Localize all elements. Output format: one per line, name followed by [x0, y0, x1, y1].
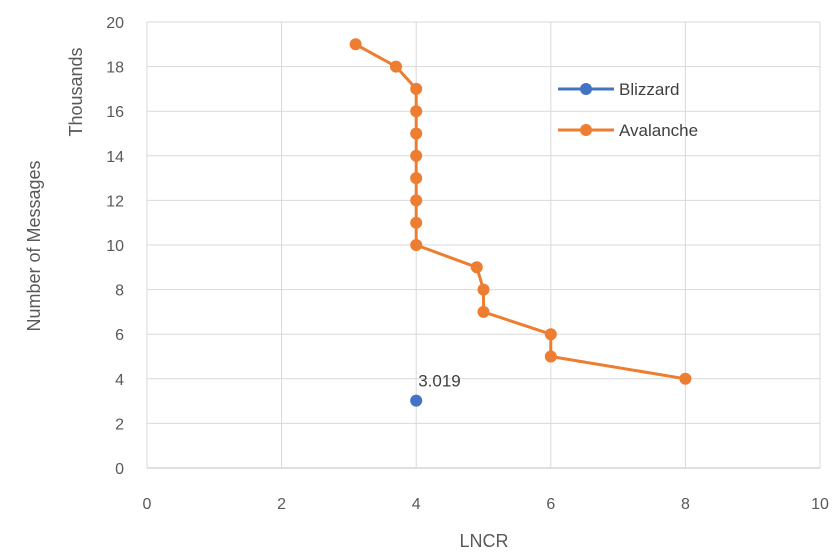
y-tick-label: 20 — [106, 15, 124, 32]
data-point — [410, 194, 423, 207]
data-point — [410, 149, 423, 162]
series-line — [354, 42, 686, 381]
x-tick-label: 4 — [412, 496, 421, 513]
data-point — [410, 394, 423, 407]
data-label: 3.019 — [418, 372, 461, 391]
y-axis-title: Number of Messages — [24, 160, 44, 331]
legend-item-avalanche: Avalanche — [558, 121, 698, 140]
data-point — [410, 239, 423, 251]
y-tick-label: 0 — [115, 461, 124, 478]
y-tick-label: 6 — [115, 327, 124, 344]
y-tick-label: 14 — [106, 149, 124, 166]
legend-item-blizzard: Blizzard — [558, 80, 679, 99]
data-point — [349, 38, 362, 51]
y-tick-label: 12 — [106, 193, 124, 210]
gridlines — [146, 21, 821, 469]
y-axis-unit-label: Thousands — [66, 47, 86, 136]
data-point — [477, 283, 490, 296]
x-tick-label: 8 — [681, 496, 690, 513]
x-tick-label: 2 — [277, 496, 286, 513]
series-blizzard: 3.019 — [410, 372, 461, 407]
x-tick-label: 6 — [546, 496, 555, 513]
x-tick-label: 10 — [811, 496, 829, 513]
y-tick-label: 10 — [106, 238, 124, 255]
x-axis-title: LNCR — [459, 531, 508, 551]
x-tick-label: 0 — [143, 496, 152, 513]
legend-marker — [580, 124, 592, 136]
series-layer: 3.019 — [349, 38, 692, 407]
axes: 0 2 4 6 8 10 12 14 16 18 20 0 2 4 6 8 10 — [106, 15, 829, 513]
legend-label: Blizzard — [619, 80, 679, 99]
legend-label: Avalanche — [619, 121, 698, 140]
series-avalanche — [349, 38, 692, 385]
y-tick-label: 18 — [106, 60, 124, 77]
data-point — [410, 105, 423, 118]
data-point — [390, 60, 403, 73]
y-tick-label: 8 — [115, 283, 124, 300]
data-point — [410, 216, 423, 229]
data-point — [544, 328, 557, 341]
data-point — [544, 350, 557, 363]
y-tick-label: 16 — [106, 104, 124, 121]
data-point — [410, 172, 423, 185]
y-tick-label: 4 — [115, 372, 124, 389]
legend-marker — [580, 83, 592, 95]
data-point — [410, 127, 423, 140]
data-point — [470, 261, 483, 274]
data-point — [679, 372, 692, 385]
y-tick-label: 2 — [115, 416, 124, 433]
legend: Blizzard Avalanche — [558, 80, 698, 140]
data-point — [477, 305, 490, 318]
data-point — [410, 82, 423, 95]
